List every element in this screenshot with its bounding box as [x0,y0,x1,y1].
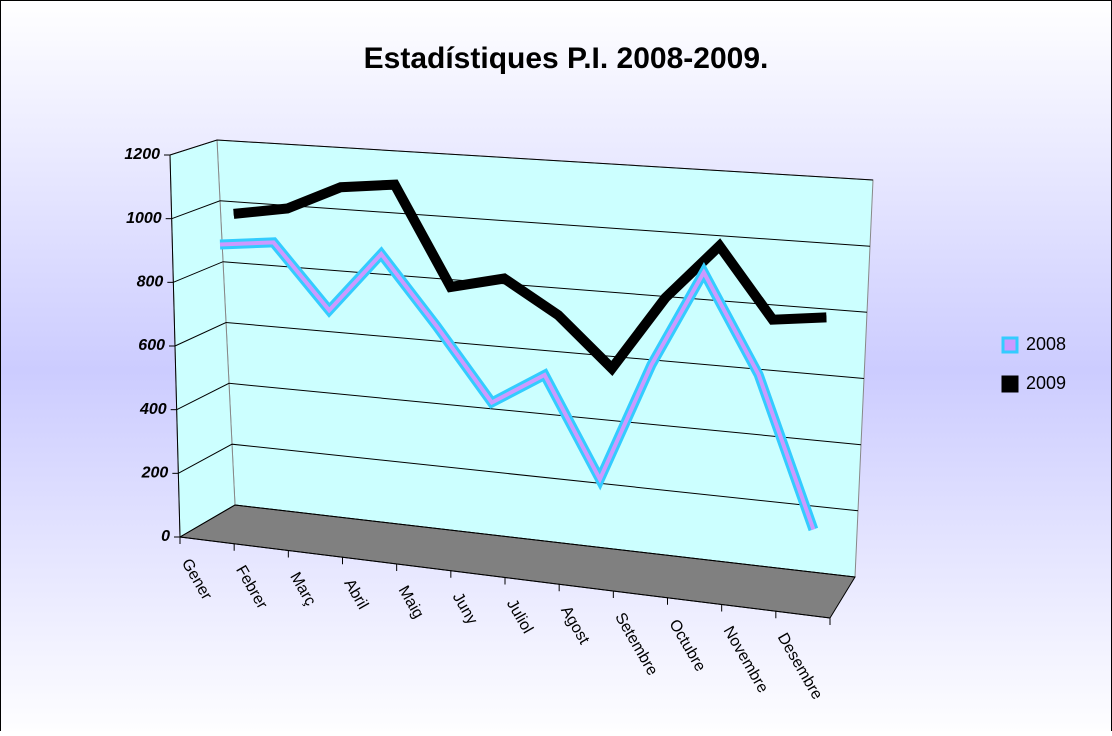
chart-title: Estadístiques P.I. 2008-2009. [364,42,769,75]
back-wall [216,139,874,578]
y-tick-label: 800 [137,274,164,291]
legend-label: 2008 [1026,334,1066,354]
y-tick-label: 0 [161,528,170,545]
grid-line [173,261,868,313]
grid-line [179,504,856,578]
y-tick-label: 200 [141,465,169,482]
legend-swatch [1001,336,1019,354]
y-tick-label: 1000 [126,210,162,227]
series-line-inner [219,240,816,531]
series-line-inner [233,182,827,372]
grid-line [171,200,871,247]
y-tick-label: 600 [138,337,165,354]
legend-swatch [1001,375,1019,393]
y-axis [169,154,181,538]
grid-line [169,139,874,181]
grid-line [176,382,862,446]
y-tick-label: 1200 [124,146,160,163]
legend-label: 2009 [1026,373,1066,393]
y-tick-label: 400 [139,401,167,418]
grid-line [178,443,859,512]
